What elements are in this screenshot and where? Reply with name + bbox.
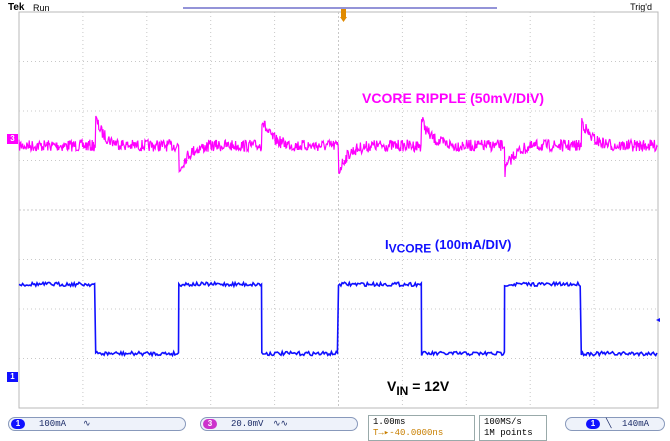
timebase-readout[interactable]: 1.00ms T→▸-40.0000ns [368, 415, 475, 441]
icore-current-trace [18, 280, 658, 358]
sample-rate: 100MS/s [484, 417, 522, 427]
acquisition-state: Run [33, 3, 50, 13]
ch1-scale: 100mA [39, 419, 67, 429]
vcore-ripple-trace [18, 115, 658, 178]
vcore-ripple-label: VCORE RIPPLE (50mV/DIV) [362, 90, 545, 106]
brand-label: Tek [8, 2, 25, 13]
graticule [18, 11, 659, 409]
ch3-chip: 3 [203, 419, 217, 429]
ch3-scale: 20.0mV [231, 419, 264, 429]
trigger-marker-icon[interactable] [340, 9, 347, 22]
status-bar: Tek Run Trig'd [0, 0, 670, 18]
trigger-source-chip: 1 [586, 419, 600, 429]
trigger-position: T→▸-40.0000ns [373, 428, 444, 438]
ch3-ground-marker[interactable]: 3 [7, 134, 18, 144]
trigger-level: 140mA [622, 419, 650, 429]
ch1-coupling-icon: ∿ [83, 419, 91, 429]
ch1-ground-marker[interactable]: 1 [7, 372, 18, 382]
ch3-readout[interactable]: 3 20.0mV ∿∿ [200, 417, 358, 431]
trigger-readout[interactable]: 1 ╲ 140mA [565, 417, 665, 431]
vin-label: VIN = 12V [387, 378, 450, 398]
right-edge-marker [656, 318, 660, 322]
record-length: 1M points [484, 428, 533, 438]
ch3-coupling-icon: ∿∿ [273, 419, 289, 429]
trigger-status: Trig'd [630, 2, 652, 12]
timebase-value: 1.00ms [373, 417, 406, 427]
ch1-chip: 1 [11, 419, 25, 429]
acquisition-readout[interactable]: 100MS/s 1M points [479, 415, 547, 441]
icore-label: IVCORE (100mA/DIV) [385, 237, 512, 256]
ch1-readout[interactable]: 1 100mA ∿ [8, 417, 186, 431]
trigger-slope-icon: ╲ [606, 419, 612, 429]
